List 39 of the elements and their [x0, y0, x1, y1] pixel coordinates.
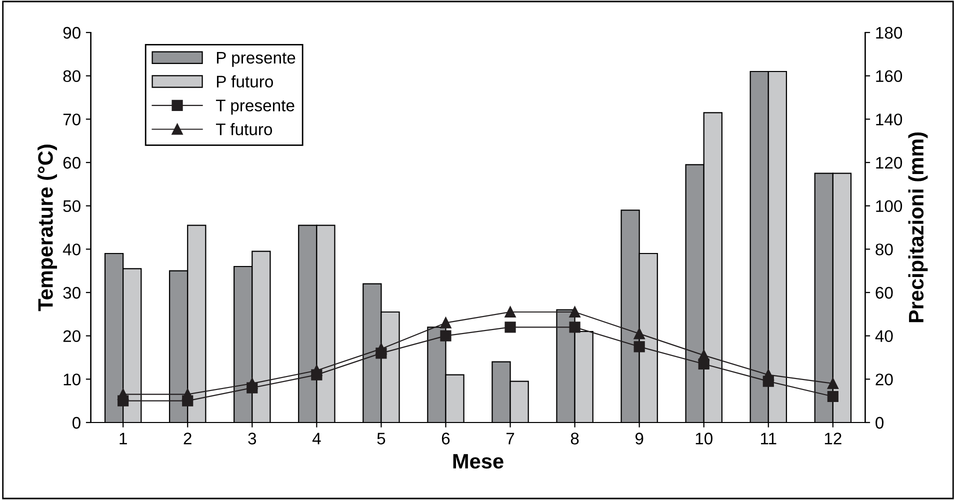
- x-tick-label: 2: [184, 432, 192, 444]
- y-tick-label: 30: [63, 286, 80, 299]
- x-tick-label: 10: [696, 432, 712, 444]
- legend-label: P futuro: [216, 75, 273, 88]
- x-tick-label: 3: [248, 432, 256, 444]
- x-tick-label: 8: [570, 432, 579, 444]
- y2-tick-label: 180: [876, 26, 902, 39]
- x-tick-label: 4: [312, 432, 321, 444]
- x-tick-label: 11: [761, 432, 776, 444]
- y2-tick-label: 100: [876, 200, 902, 212]
- y-tick-label: 0: [72, 416, 80, 429]
- x-axis-title: Mese: [453, 454, 504, 469]
- y2-axis-title: Precipitazioni (mm): [908, 132, 928, 322]
- y-tick-label: 40: [62, 244, 80, 256]
- legend-label: P presente: [216, 52, 296, 67]
- x-tick-label: 7: [506, 432, 514, 444]
- y-tick-label: 50: [63, 200, 80, 212]
- y2-tick-label: 80: [876, 244, 893, 256]
- y-axis-title: Temperature (°C): [38, 144, 58, 312]
- y2-tick-label: 0: [876, 416, 884, 429]
- legend-label: T presente: [216, 100, 294, 115]
- y-tick-label: 70: [63, 114, 80, 126]
- y2-tick-label: 20: [876, 374, 893, 386]
- y2-tick-label: 40: [875, 330, 893, 342]
- y2-tick-label: 60: [876, 286, 893, 299]
- x-tick-label: 12: [824, 432, 842, 444]
- y-tick-label: 90: [63, 26, 80, 39]
- y-tick-label: 20: [63, 330, 80, 342]
- x-tick-label: 1: [120, 432, 127, 444]
- x-tick-label: 5: [377, 432, 386, 444]
- y-tick-label: 60: [63, 156, 80, 169]
- x-tick-label: 6: [442, 432, 450, 444]
- x-tick-label: 9: [635, 432, 644, 444]
- y-tick-label: 10: [64, 374, 80, 386]
- y2-tick-label: 160: [876, 70, 902, 82]
- legend-label: T futuro: [216, 123, 272, 136]
- y2-tick-label: 140: [876, 114, 902, 126]
- y-tick-label: 80: [63, 70, 80, 82]
- y2-tick-label: 120: [876, 156, 902, 169]
